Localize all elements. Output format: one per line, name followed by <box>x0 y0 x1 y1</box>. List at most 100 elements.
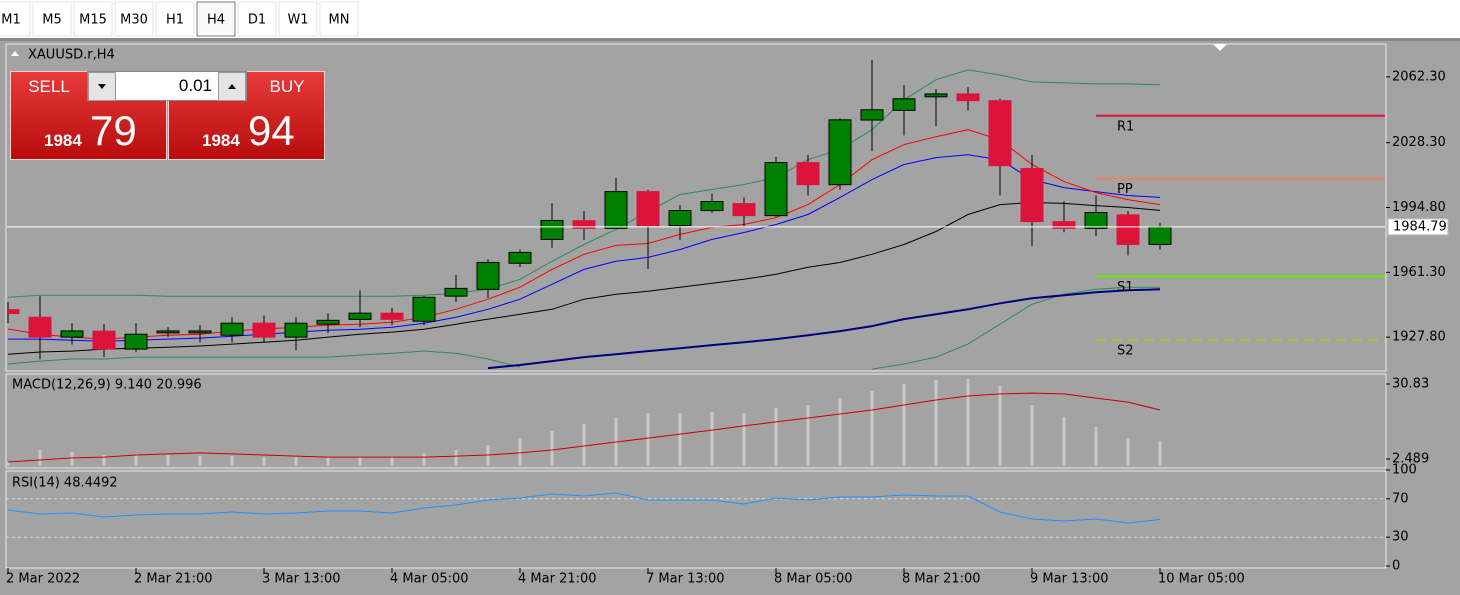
macd-plot <box>7 379 1162 466</box>
indicator-line <box>487 288 1161 370</box>
candle-body <box>7 309 20 315</box>
panel-title: XAUUSD.r,H4 <box>28 48 115 63</box>
timeframe-label: M5 <box>42 13 62 28</box>
time-label: 4 Mar 21:00 <box>518 572 597 587</box>
macd-bar <box>134 455 138 466</box>
button-bg <box>114 1 154 37</box>
candle-body <box>764 162 788 217</box>
candle-body <box>732 203 756 217</box>
macd-bar <box>326 457 330 466</box>
timeframe-label: MN <box>329 13 350 28</box>
price-plot <box>7 60 1385 370</box>
candle-body <box>828 119 852 186</box>
button-bg <box>73 1 113 37</box>
candle-body <box>700 201 724 212</box>
macd-bar <box>38 449 42 466</box>
y-tick-label: 1961.30 <box>1392 265 1446 280</box>
time-label: 9 Mar 13:00 <box>1030 572 1109 587</box>
candle-body <box>316 319 340 325</box>
macd-bar <box>262 457 266 466</box>
macd-bar <box>966 379 970 466</box>
candle-body <box>1052 221 1076 229</box>
macd-bar <box>230 456 234 466</box>
pivot-label: PP <box>1117 182 1133 197</box>
macd-bar <box>1126 438 1130 466</box>
time-label: 2 Mar 21:00 <box>134 572 213 587</box>
timeframe-button[interactable]: MN <box>319 1 359 37</box>
time-label: 8 Mar 21:00 <box>902 572 981 587</box>
y-tick-label: 1994.80 <box>1392 200 1446 215</box>
bid-big: 1984 <box>44 131 82 150</box>
macd-bar <box>1094 426 1098 466</box>
ask-small: 94 <box>248 107 295 154</box>
macd-bar <box>390 456 394 466</box>
timeframe-button[interactable]: M15 <box>73 1 113 37</box>
timeframe-button[interactable]: M1 <box>0 1 31 37</box>
candle-body <box>348 312 372 320</box>
candle-body <box>188 330 212 334</box>
rsi-plot <box>7 492 1385 538</box>
macd-bar <box>998 385 1002 466</box>
candle-body <box>380 312 404 320</box>
candle-body <box>284 322 308 338</box>
timeframe-button[interactable]: M30 <box>114 1 154 37</box>
macd-bar <box>422 452 426 466</box>
timeframe-button[interactable]: M5 <box>32 1 72 37</box>
timeframe-label: M30 <box>120 13 148 28</box>
toolbar: M1 M5 M15 M30 H1 H4 D1 W1 MN <box>0 1 359 37</box>
rsi-line <box>7 492 1161 524</box>
candle-body <box>540 219 564 240</box>
candle-body <box>572 220 596 229</box>
toolbar-border <box>0 38 1460 41</box>
panel-title: MACD(12,26,9) 9.140 20.996 <box>12 378 202 393</box>
time-label: 4 Mar 05:00 <box>390 572 469 587</box>
candle-body <box>668 210 692 226</box>
indicator-line <box>7 201 1161 355</box>
candle-body <box>860 109 884 121</box>
y-tick-label: 1927.80 <box>1392 330 1446 345</box>
volume-box: 0.01 <box>87 71 247 101</box>
candle-body <box>1084 212 1108 229</box>
button-bg <box>155 1 195 37</box>
macd-bar <box>774 407 778 466</box>
last-price-label: 1984.79 <box>1393 219 1447 234</box>
bid-small: 79 <box>90 107 137 154</box>
time-label: 8 Mar 05:00 <box>774 572 853 587</box>
volume-value[interactable]: 0.01 <box>178 76 212 95</box>
candle-body <box>892 98 916 111</box>
macd-bar <box>102 455 106 466</box>
y-tick-label: 2062.30 <box>1392 69 1446 84</box>
candle-body <box>28 316 52 338</box>
candle-body <box>124 333 148 350</box>
candle-body <box>924 93 948 98</box>
button-bg <box>32 1 72 37</box>
pivot-label: S2 <box>1117 344 1134 359</box>
timeframe-button[interactable]: D1 <box>237 1 277 37</box>
timeframe-button[interactable]: W1 <box>278 1 318 37</box>
candle-body <box>988 100 1012 167</box>
button-bg <box>196 1 236 37</box>
rsi-panel <box>5 470 1387 569</box>
candle-body <box>412 296 436 322</box>
y-tick-label: 0 <box>1392 559 1400 574</box>
macd-bar <box>70 452 74 466</box>
candle-body <box>508 251 532 264</box>
y-tick-label: 30 <box>1392 530 1409 545</box>
y-tick-label: 70 <box>1392 491 1409 506</box>
time-label: 2 Mar 2022 <box>6 572 80 587</box>
candle-body <box>604 191 628 229</box>
macd-panel <box>5 373 1387 469</box>
candle-body <box>60 330 84 338</box>
last-price-box <box>1387 218 1449 236</box>
timeframe-button[interactable]: H4 <box>196 1 236 37</box>
time-label: 7 Mar 13:00 <box>646 572 725 587</box>
timeframe-button[interactable]: H1 <box>155 1 195 37</box>
candle-body <box>156 330 180 334</box>
candle-body <box>444 287 468 297</box>
candle-body <box>1116 214 1140 245</box>
macd-bar <box>198 456 202 466</box>
indicator-line <box>8 154 1161 342</box>
volume-down[interactable] <box>88 72 116 101</box>
volume-up[interactable] <box>218 72 246 101</box>
